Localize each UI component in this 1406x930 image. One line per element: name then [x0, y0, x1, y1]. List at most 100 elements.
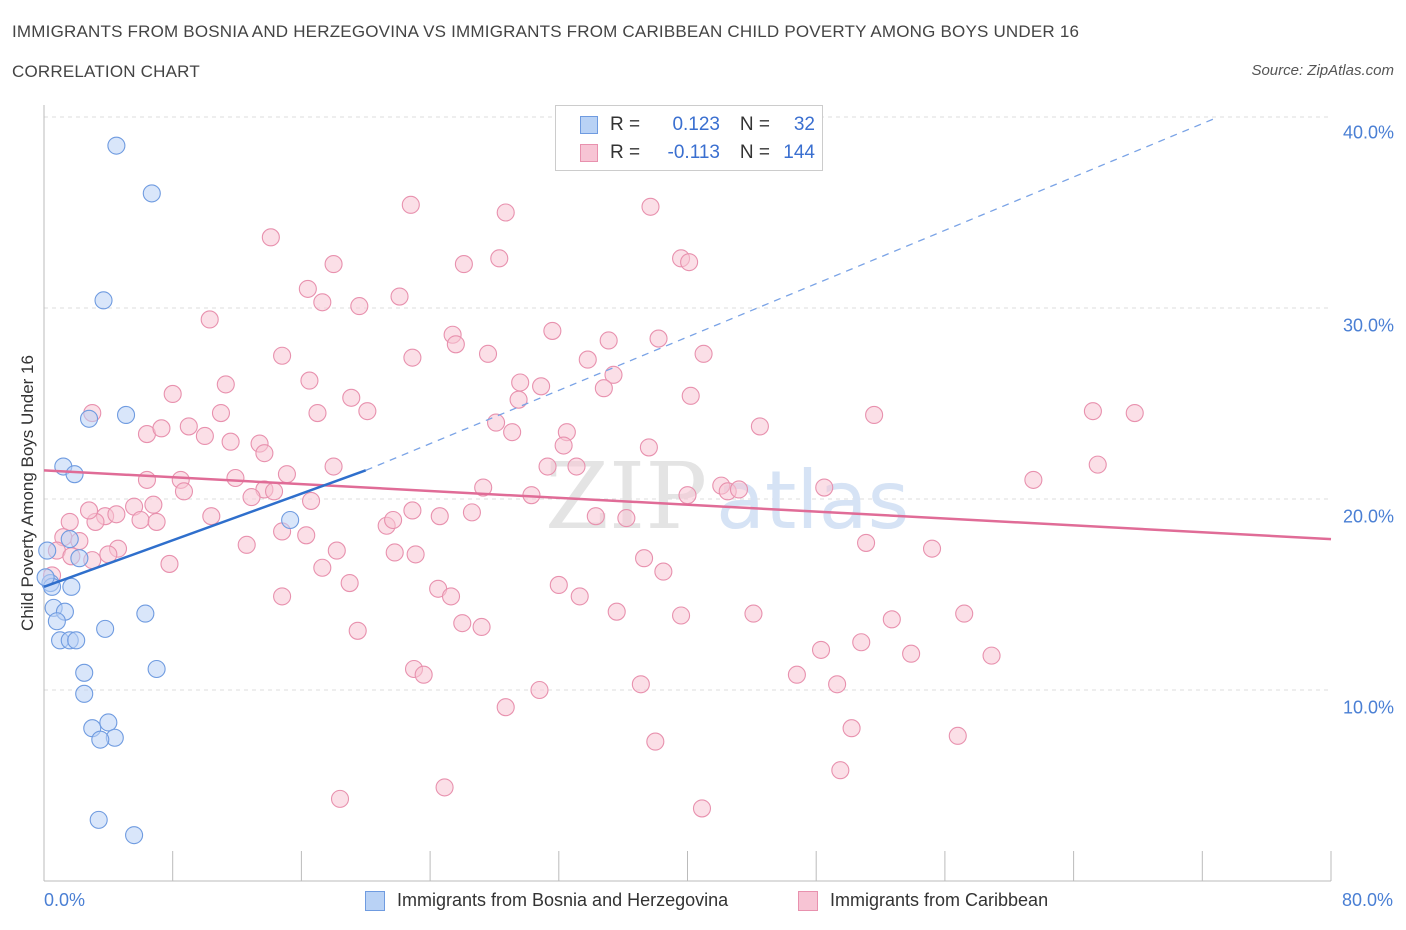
data-point-caribbean — [570, 587, 589, 606]
data-point-caribbean — [308, 403, 327, 423]
data-point-caribbean — [401, 195, 420, 214]
source-credit: Source: ZipAtlas.com — [1251, 62, 1394, 79]
data-point-caribbean — [815, 478, 834, 497]
data-point-caribbean — [226, 468, 245, 488]
trend-lines — [43, 116, 1332, 589]
trend-line-caribbean — [43, 469, 1332, 541]
data-point-caribbean — [261, 228, 280, 247]
data-point-caribbean — [607, 602, 626, 621]
data-point-caribbean — [462, 503, 481, 522]
data-point-caribbean — [60, 512, 79, 531]
data-point-caribbean — [617, 509, 636, 528]
data-point-bosnia — [65, 465, 84, 484]
data-point-caribbean — [680, 253, 699, 272]
data-point-caribbean — [211, 403, 231, 423]
series-swatch-bosnia — [365, 890, 385, 911]
data-point-caribbean — [1083, 402, 1102, 421]
data-point-caribbean — [948, 726, 967, 745]
data-point-caribbean — [297, 526, 316, 545]
data-point-caribbean — [430, 507, 449, 526]
correlation-legend: R = 0.123 N = 32 R = -0.113 N = 144 — [555, 105, 823, 171]
data-point-caribbean — [453, 614, 472, 633]
data-point-bosnia — [79, 409, 99, 428]
data-point-bosnia — [94, 291, 113, 310]
data-point-caribbean — [828, 675, 847, 694]
data-point-caribbean — [330, 789, 350, 808]
series-legend-bosnia: Immigrants from Bosnia and Herzegovina — [365, 890, 728, 911]
legend-r-value-bosnia: 0.123 — [672, 114, 720, 135]
data-point-caribbean — [681, 386, 700, 405]
data-point-caribbean — [137, 470, 157, 489]
legend-swatch-caribbean — [580, 144, 598, 162]
data-point-caribbean — [273, 346, 292, 365]
data-point-caribbean — [857, 533, 876, 552]
x-tick-label-min: 0.0% — [44, 890, 86, 910]
data-point-caribbean — [811, 640, 831, 659]
legend-r-value-caribbean: -0.113 — [667, 142, 720, 163]
data-point-caribbean — [446, 335, 465, 354]
data-point-caribbean — [302, 491, 321, 510]
data-point-caribbean — [594, 379, 613, 398]
data-point-caribbean — [649, 329, 668, 348]
data-point-caribbean — [107, 505, 126, 524]
data-point-caribbean — [324, 457, 343, 476]
data-point-caribbean — [385, 543, 404, 562]
x-tick-label-max: 80.0% — [1341, 890, 1393, 910]
data-point-caribbean — [543, 321, 562, 340]
data-point-caribbean — [265, 482, 284, 501]
data-point-caribbean — [503, 423, 522, 442]
legend-row-caribbean: R = -0.113 N = 144 — [580, 141, 815, 165]
legend-swatch-bosnia — [580, 116, 598, 134]
data-point-bosnia — [62, 577, 81, 596]
legend-r-label: R = — [610, 142, 641, 163]
data-point-caribbean — [202, 507, 221, 526]
data-point-caribbean — [216, 375, 235, 394]
data-point-caribbean — [646, 732, 665, 751]
data-point-caribbean — [350, 297, 369, 316]
data-point-caribbean — [750, 417, 769, 436]
data-point-caribbean — [179, 417, 198, 436]
data-point-caribbean — [955, 604, 974, 623]
legend-r-label: R = — [610, 114, 641, 135]
data-point-caribbean — [678, 486, 697, 505]
data-point-bosnia — [91, 730, 110, 749]
data-point-caribbean — [635, 549, 654, 568]
data-point-caribbean — [496, 698, 515, 717]
data-point-caribbean — [982, 646, 1001, 665]
data-point-caribbean — [472, 617, 491, 637]
data-point-bosnia — [142, 184, 161, 203]
data-point-caribbean — [163, 384, 182, 404]
data-point-caribbean — [496, 203, 515, 222]
data-point-caribbean — [490, 249, 509, 268]
data-point-caribbean — [694, 344, 713, 363]
data-point-bosnia — [67, 631, 86, 650]
data-point-caribbean — [509, 390, 528, 409]
legend-n-label: N = — [739, 142, 770, 163]
data-point-caribbean — [511, 373, 530, 392]
data-point-caribbean — [639, 438, 658, 457]
data-point-caribbean — [1125, 403, 1144, 423]
data-point-caribbean — [441, 587, 461, 606]
series-swatch-caribbean — [798, 890, 818, 911]
legend-n-label: N = — [739, 114, 770, 135]
data-point-caribbean — [313, 293, 332, 312]
data-point-caribbean — [852, 633, 871, 652]
data-point-bosnia — [147, 659, 166, 679]
data-point-caribbean — [538, 457, 557, 476]
data-point-caribbean — [530, 680, 549, 700]
y-axis-label: Child Poverty Among Boys Under 16 — [18, 355, 37, 631]
data-point-bosnia — [107, 136, 126, 155]
data-point-caribbean — [604, 365, 623, 384]
legend-n-value-caribbean: 144 — [783, 142, 815, 163]
series-label-bosnia: Immigrants from Bosnia and Herzegovina — [397, 890, 729, 910]
data-point-bosnia — [136, 604, 155, 623]
data-point-caribbean — [631, 675, 650, 694]
chart-subtitle: CORRELATION CHART — [12, 62, 200, 81]
data-point-caribbean — [882, 610, 901, 629]
axes — [43, 105, 1332, 882]
data-point-caribbean — [152, 419, 171, 438]
chart-title: IMMIGRANTS FROM BOSNIA AND HERZEGOVINA V… — [12, 22, 1080, 41]
data-point-caribbean — [641, 197, 660, 216]
data-point-caribbean — [277, 465, 296, 484]
data-point-caribbean — [403, 348, 422, 367]
